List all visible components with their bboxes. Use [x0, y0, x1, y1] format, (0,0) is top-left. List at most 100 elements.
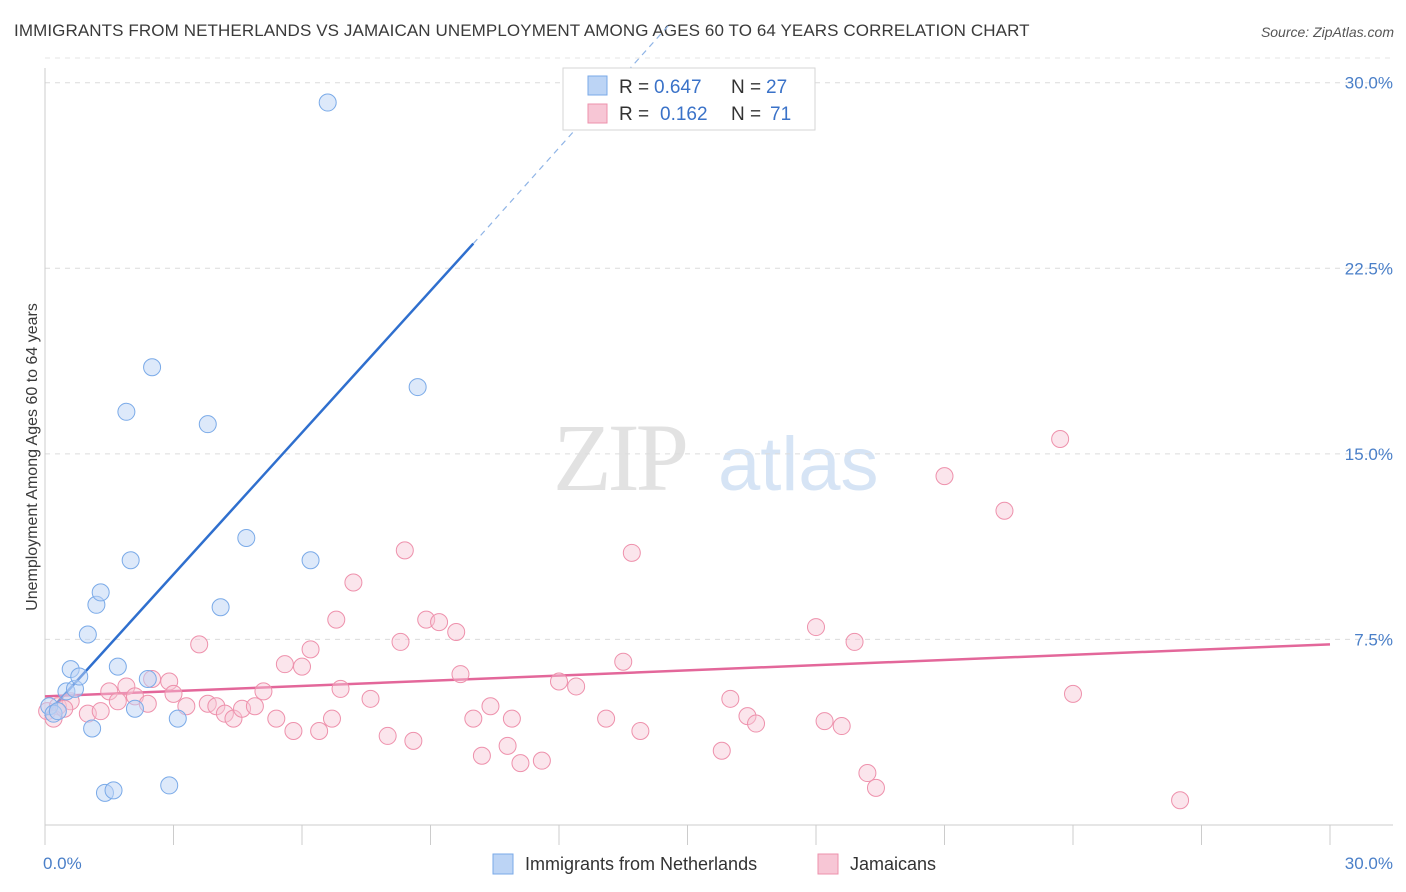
netherlands-trend-extension: [472, 22, 671, 244]
source-credit: Source: ZipAtlas.com: [1260, 24, 1394, 40]
netherlands-point: [143, 358, 162, 377]
jamaicans-point: [472, 746, 491, 765]
netherlands-point: [117, 402, 136, 421]
x-tick-label-max: 30.0%: [1345, 854, 1393, 873]
jamaicans-point: [721, 689, 740, 708]
netherlands-point: [138, 670, 157, 689]
netherlands-point: [318, 93, 337, 112]
legend-label-jamaicans: Jamaicans: [850, 854, 936, 874]
watermark-atlas: atlas: [718, 422, 879, 507]
jamaicans-point: [190, 635, 209, 654]
jamaicans-point: [464, 709, 483, 728]
jamaicans-point: [267, 709, 286, 728]
jamaicans-point: [1051, 430, 1070, 449]
netherlands-point: [121, 551, 140, 570]
jamaicans-point: [284, 721, 303, 740]
jamaicans-point: [404, 731, 423, 750]
jamaicans-point: [712, 741, 731, 760]
netherlands-point: [104, 781, 123, 800]
jamaicans-point: [747, 714, 766, 733]
legend-swatch-bottom-netherlands: [492, 853, 514, 875]
jamaicans-point: [502, 709, 521, 728]
series-legend: Immigrants from Netherlands Jamaicans: [492, 853, 936, 875]
jamaicans-point: [597, 709, 616, 728]
jamaicans-point: [395, 541, 414, 560]
netherlands-point: [48, 702, 67, 721]
legend-n-label-netherlands: N =: [731, 77, 761, 98]
trend-lines: [44, 22, 1331, 717]
jamaicans-point: [498, 736, 517, 755]
y-tick-labels: 7.5% 15.0% 22.5% 30.0%: [1345, 74, 1393, 650]
y-tick-label: 15.0%: [1345, 445, 1393, 464]
legend-n-value-jamaicans: 71: [770, 104, 791, 125]
jamaicans-point: [344, 573, 363, 592]
jamaicans-point: [215, 704, 234, 723]
netherlands-point: [301, 551, 320, 570]
legend-swatch-bottom-jamaicans: [817, 853, 839, 875]
jamaicans-point: [995, 501, 1014, 520]
jamaicans-point: [614, 652, 633, 671]
jamaicans-point: [327, 610, 346, 629]
jamaicans-point: [91, 702, 110, 721]
jamaicans-point: [301, 640, 320, 659]
grid-lines: [45, 57, 1393, 640]
jamaicans-point: [391, 632, 410, 651]
jamaicans-point: [845, 632, 864, 651]
jamaicans-point: [378, 726, 397, 745]
jamaicans-point: [310, 721, 329, 740]
x-tick-label-min: 0.0%: [43, 854, 82, 873]
jamaicans-point: [807, 618, 825, 637]
legend-n-value-netherlands: 27: [766, 77, 787, 98]
jamaicans-point: [567, 677, 586, 696]
legend-label-netherlands: Immigrants from Netherlands: [525, 854, 757, 874]
netherlands-point: [83, 719, 102, 738]
y-tick-label: 7.5%: [1354, 630, 1393, 649]
x-tick-labels: 0.0% 30.0%: [43, 854, 1393, 873]
jamaicans-point: [451, 665, 470, 684]
jamaicans-point: [935, 467, 954, 486]
netherlands-point: [408, 378, 427, 397]
jamaicans-point: [275, 655, 294, 674]
netherlands-point: [70, 667, 89, 686]
legend-swatch-netherlands: [587, 75, 608, 96]
netherlands-point: [160, 776, 179, 795]
jamaicans-point: [1064, 684, 1082, 703]
jamaicans-point: [322, 709, 341, 728]
legend-r-value-jamaicans: 0.162: [660, 104, 708, 125]
jamaicans-points: [38, 430, 1190, 810]
jamaicans-point: [622, 543, 641, 562]
netherlands-point: [237, 528, 256, 547]
jamaicans-point: [832, 717, 851, 736]
jamaicans-point: [164, 684, 183, 703]
jamaicans-point: [866, 778, 885, 797]
y-tick-label: 30.0%: [1345, 74, 1393, 93]
legend-r-label-jamaicans: R =: [619, 104, 649, 125]
jamaicans-point: [254, 682, 273, 701]
jamaicans-point: [815, 712, 834, 731]
y-axis-label: Unemployment Among Ages 60 to 64 years: [24, 303, 41, 611]
chart-title: IMMIGRANTS FROM NETHERLANDS VS JAMAICAN …: [14, 21, 1030, 40]
netherlands-point: [211, 598, 230, 617]
jamaicans-point: [177, 697, 196, 716]
jamaicans-point: [430, 613, 449, 632]
netherlands-points: [40, 93, 427, 802]
jamaicans-point: [245, 697, 264, 716]
jamaicans-point: [293, 657, 311, 676]
netherlands-point: [168, 709, 187, 728]
netherlands-point: [198, 415, 217, 434]
jamaicans-point: [1171, 791, 1190, 810]
netherlands-trend-line: [44, 242, 475, 717]
netherlands-point: [125, 699, 144, 718]
jamaicans-trend-line: [44, 643, 1331, 698]
netherlands-point: [108, 657, 127, 676]
jamaicans-point: [361, 689, 380, 708]
jamaicans-point: [108, 692, 127, 711]
legend-n-label-jamaicans: N =: [731, 104, 761, 125]
legend-r-value-netherlands: 0.647: [654, 77, 702, 98]
jamaicans-point: [631, 721, 650, 740]
jamaicans-point: [511, 754, 530, 773]
watermark-zip: ZIP: [553, 404, 686, 511]
jamaicans-point: [481, 697, 500, 716]
y-tick-label: 22.5%: [1345, 259, 1393, 278]
